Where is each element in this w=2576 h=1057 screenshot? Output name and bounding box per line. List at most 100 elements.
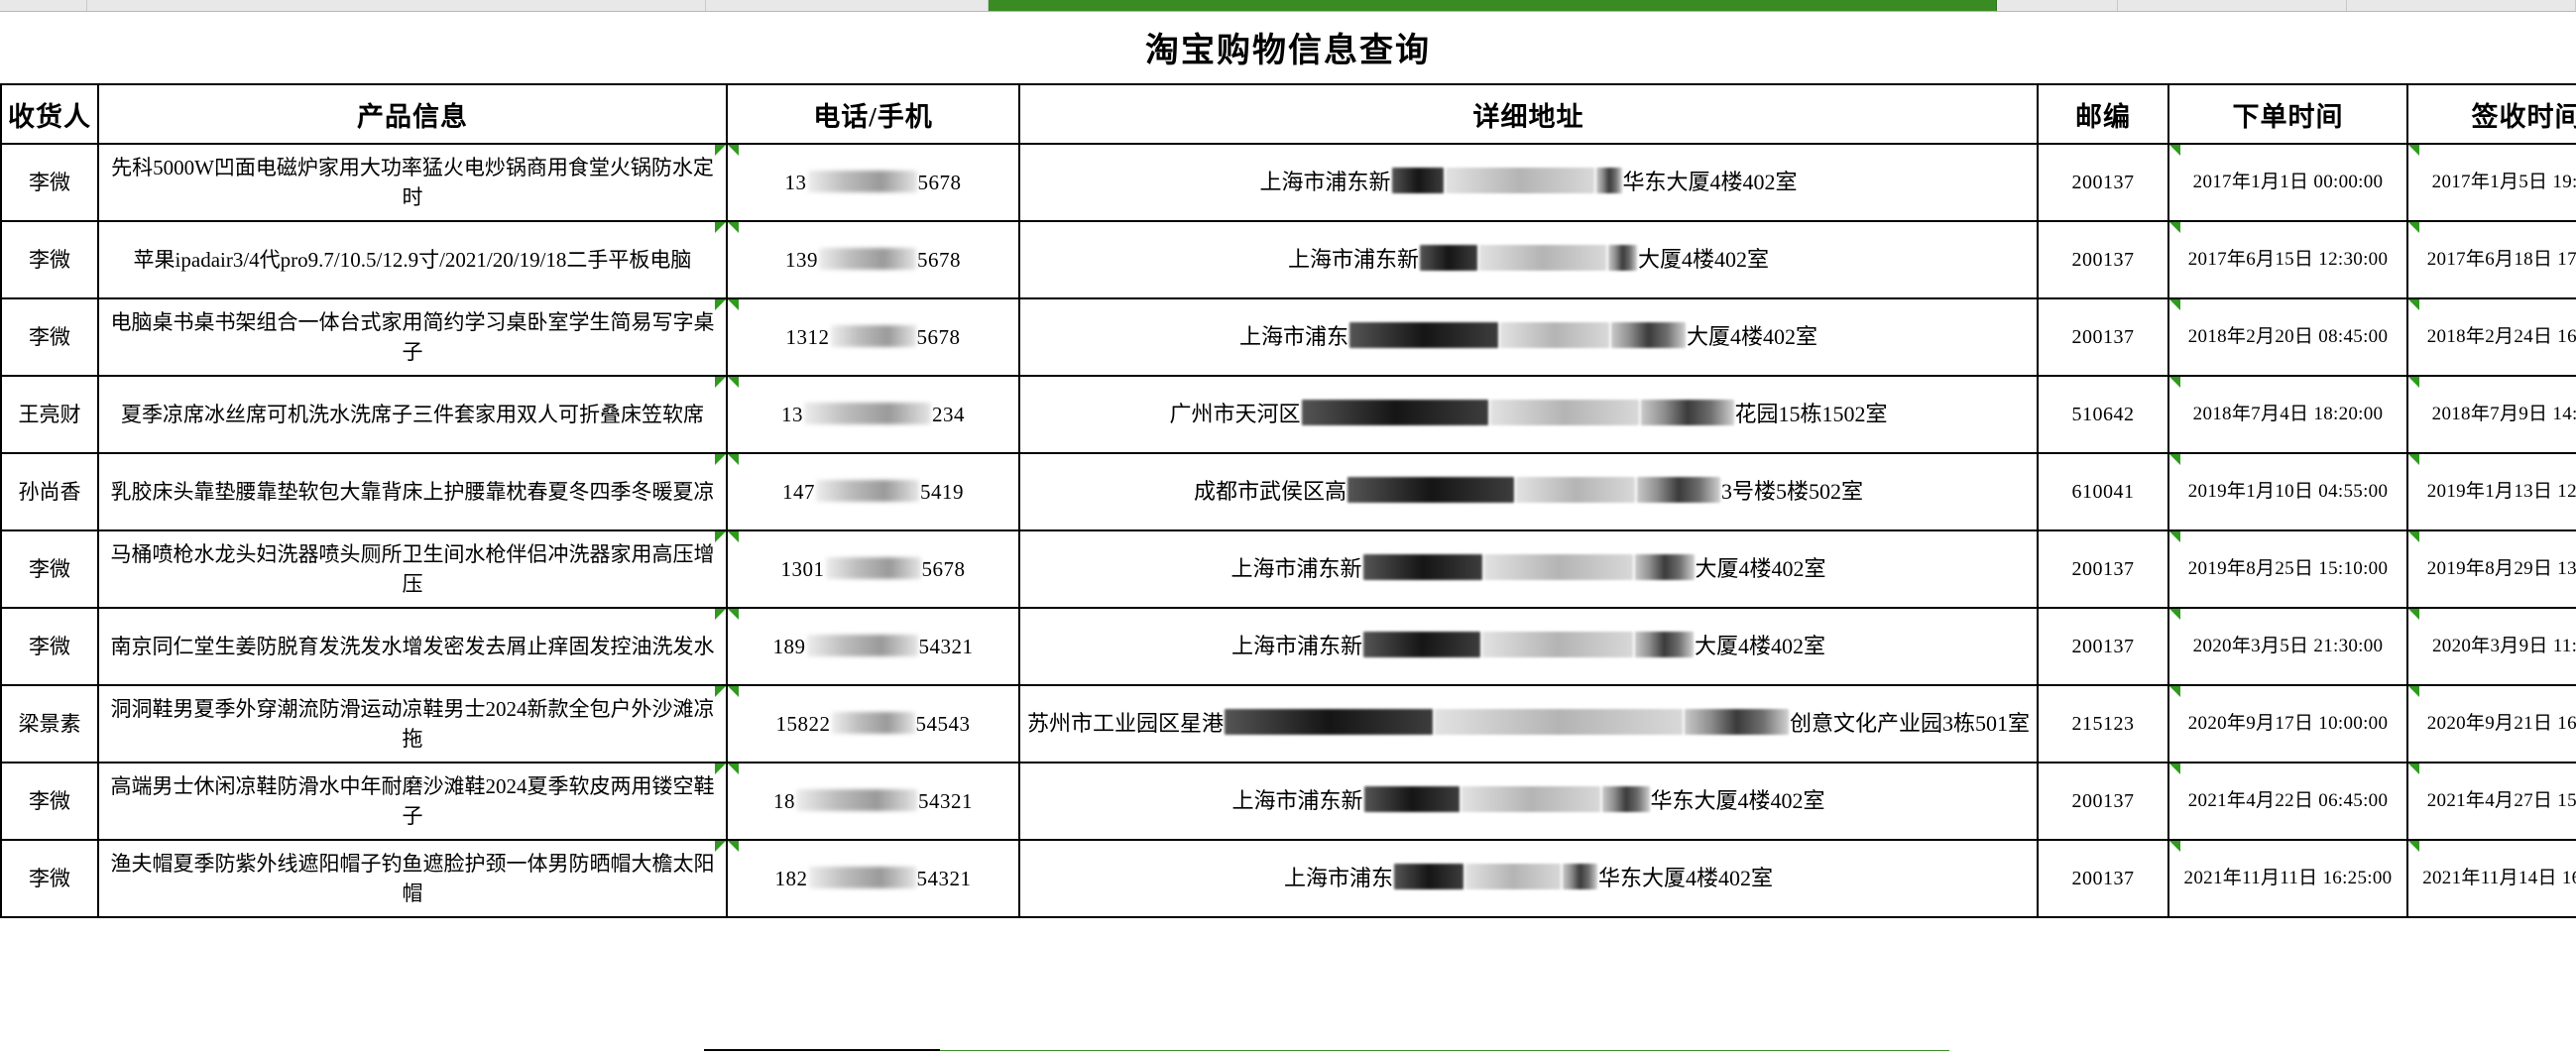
column-header-seg-1[interactable]	[87, 0, 706, 11]
cell-product-info[interactable]: 先科5000W凹面电磁炉家用大功率猛火电炒锅商用食堂火锅防水定时	[97, 143, 728, 222]
cell-product-info[interactable]: 马桶喷枪水龙头妇洗器喷头厕所卫生间水枪伴侣冲洗器家用高压增压	[97, 529, 728, 609]
cell-recipient[interactable]: 梁景素	[0, 684, 99, 763]
cell-sign-time[interactable]: 2019年1月13日 12:35:12	[2406, 452, 2576, 531]
cell-sign-time[interactable]: 2017年1月5日 19:06:01	[2406, 143, 2576, 222]
cell-postcode[interactable]: 510642	[2037, 375, 2169, 454]
cell-recipient[interactable]: 孙尚香	[0, 452, 99, 531]
cell-postcode[interactable]: 200137	[2037, 220, 2169, 299]
cell-address[interactable]: 上海市浦东新 华东大厦4楼402室	[1018, 762, 2039, 841]
column-header-seg-0[interactable]	[0, 0, 87, 11]
cell-sign-time[interactable]: 2021年4月27日 15:45:02	[2406, 762, 2576, 841]
cell-order-time[interactable]: 2021年11月11日 16:25:00	[2167, 839, 2408, 918]
cell-postcode[interactable]: 610041	[2037, 452, 2169, 531]
header-recipient[interactable]: 收货人	[0, 83, 99, 145]
cell-order-time[interactable]: 2021年4月22日 06:45:00	[2167, 762, 2408, 841]
column-header-seg-3[interactable]	[989, 0, 1997, 11]
header-product-info[interactable]: 产品信息	[97, 83, 728, 145]
cell-postcode[interactable]: 200137	[2037, 607, 2169, 686]
redaction-block	[1516, 477, 1635, 504]
cell-phone[interactable]: 1301 5678	[726, 529, 1020, 609]
cell-address[interactable]: 上海市浦东 大厦4楼402室	[1018, 297, 2039, 377]
cell-phone[interactable]: 182 54321	[726, 839, 1020, 918]
header-order-time[interactable]: 下单时间	[2167, 83, 2408, 145]
table-row[interactable]: 李微 高端男士休闲凉鞋防滑水中年耐磨沙滩鞋2024夏季软皮两用镂空鞋子 18 5432…	[0, 762, 2576, 841]
table-row[interactable]: 李微 南京同仁堂生姜防脱育发洗发水增发密发去屑止痒固发控油洗发水 189 54321 上…	[0, 607, 2576, 686]
cell-address[interactable]: 苏州市工业园区星港 创意文化产业园3栋501室	[1018, 684, 2039, 763]
table-row[interactable]: 李微 苹果ipadair3/4代pro9.7/10.5/12.9寸/2021/20…	[0, 220, 2576, 299]
column-header-seg-6[interactable]	[2347, 0, 2576, 11]
cell-phone[interactable]: 147 5419	[726, 452, 1020, 531]
cell-address[interactable]: 成都市武侯区高 3号楼5楼502室	[1018, 452, 2039, 531]
cell-order-time[interactable]: 2020年3月5日 21:30:00	[2167, 607, 2408, 686]
redaction-block	[1685, 709, 1789, 736]
cell-recipient[interactable]: 李微	[0, 143, 99, 222]
cell-sign-time[interactable]: 2017年6月18日 17:15:01	[2406, 220, 2576, 299]
comment-marker-icon	[728, 841, 739, 852]
cell-recipient[interactable]: 王亮财	[0, 375, 99, 454]
cell-order-time[interactable]: 2017年6月15日 12:30:00	[2167, 220, 2408, 299]
cell-phone[interactable]: 15822 54543	[726, 684, 1020, 763]
table-row[interactable]: 李微 渔夫帽夏季防紫外线遮阳帽子钓鱼遮脸护颈一体男防晒帽大檐太阳帽 182 54321…	[0, 839, 2576, 918]
cell-postcode[interactable]: 200137	[2037, 297, 2169, 377]
cell-product-info[interactable]: 乳胶床头靠垫腰靠垫软包大靠背床上护腰靠枕春夏冬四季冬暖夏凉	[97, 452, 728, 531]
cell-order-time[interactable]: 2018年2月20日 08:45:00	[2167, 297, 2408, 377]
cell-sign-time[interactable]: 2021年11月14日 16:22:01	[2406, 839, 2576, 918]
cell-address[interactable]: 上海市浦东新 华东大厦4楼402室	[1018, 143, 2039, 222]
cell-order-time[interactable]: 2020年9月17日 10:00:00	[2167, 684, 2408, 763]
cell-address[interactable]: 广州市天河区 花园15栋1502室	[1018, 375, 2039, 454]
redaction-block	[1349, 322, 1498, 349]
cell-sign-time[interactable]: 2018年2月24日 16:45:25	[2406, 297, 2576, 377]
cell-order-time[interactable]: 2018年7月4日 18:20:00	[2167, 375, 2408, 454]
header-address[interactable]: 详细地址	[1018, 83, 2039, 145]
cell-postcode[interactable]: 200137	[2037, 143, 2169, 222]
cell-recipient[interactable]: 李微	[0, 220, 99, 299]
cell-phone[interactable]: 13 234	[726, 375, 1020, 454]
cell-product-info[interactable]: 电脑桌书桌书架组合一体台式家用简约学习桌卧室学生简易写字桌子	[97, 297, 728, 377]
cell-address[interactable]: 上海市浦东 华东大厦4楼402室	[1018, 839, 2039, 918]
table-row[interactable]: 王亮财 夏季凉席冰丝席可机洗水洗席子三件套家用双人可折叠床笠软席 13 234 广州市天…	[0, 375, 2576, 454]
cell-postcode[interactable]: 215123	[2037, 684, 2169, 763]
cell-recipient[interactable]: 李微	[0, 297, 99, 377]
table-row[interactable]: 李微 电脑桌书桌书架组合一体台式家用简约学习桌卧室学生简易写字桌子 1312 5678…	[0, 297, 2576, 377]
header-postcode[interactable]: 邮编	[2037, 83, 2169, 145]
column-header-seg-2[interactable]	[706, 0, 989, 11]
table-row[interactable]: 李微 马桶喷枪水龙头妇洗器喷头厕所卫生间水枪伴侣冲洗器家用高压增压 1301 5678…	[0, 529, 2576, 609]
cell-product-info[interactable]: 南京同仁堂生姜防脱育发洗发水增发密发去屑止痒固发控油洗发水	[97, 607, 728, 686]
cell-product-info[interactable]: 高端男士休闲凉鞋防滑水中年耐磨沙滩鞋2024夏季软皮两用镂空鞋子	[97, 762, 728, 841]
cell-sign-time[interactable]: 2019年8月29日 13:10:16	[2406, 529, 2576, 609]
cell-recipient[interactable]: 李微	[0, 839, 99, 918]
cell-recipient[interactable]: 李微	[0, 529, 99, 609]
cell-product-info[interactable]: 夏季凉席冰丝席可机洗水洗席子三件套家用双人可折叠床笠软席	[97, 375, 728, 454]
cell-order-time[interactable]: 2019年1月10日 04:55:00	[2167, 452, 2408, 531]
table-row[interactable]: 孙尚香 乳胶床头靠垫腰靠垫软包大靠背床上护腰靠枕春夏冬四季冬暖夏凉 147 5419 成…	[0, 452, 2576, 531]
column-header-seg-5[interactable]	[2118, 0, 2347, 11]
cell-sign-time[interactable]: 2020年3月9日 11:30:12	[2406, 607, 2576, 686]
cell-recipient[interactable]: 李微	[0, 607, 99, 686]
table-header: 收货人 产品信息 电话/手机 详细地址 邮编 下单时间 签收时间	[0, 83, 2576, 145]
cell-recipient[interactable]: 李微	[0, 762, 99, 841]
cell-sign-time[interactable]: 2018年7月9日 14:20:24	[2406, 375, 2576, 454]
cell-phone[interactable]: 18 54321	[726, 762, 1020, 841]
cell-address[interactable]: 上海市浦东新 大厦4楼402室	[1018, 607, 2039, 686]
cell-postcode[interactable]: 200137	[2037, 762, 2169, 841]
cell-postcode[interactable]: 200137	[2037, 839, 2169, 918]
cell-address[interactable]: 上海市浦东新 大厦4楼402室	[1018, 220, 2039, 299]
header-sign-time[interactable]: 签收时间	[2406, 83, 2576, 145]
cell-address[interactable]: 上海市浦东新 大厦4楼402室	[1018, 529, 2039, 609]
cell-postcode[interactable]: 200137	[2037, 529, 2169, 609]
comment-marker-icon	[728, 609, 739, 620]
cell-phone[interactable]: 1312 5678	[726, 297, 1020, 377]
header-phone[interactable]: 电话/手机	[726, 83, 1020, 145]
cell-product-info[interactable]: 苹果ipadair3/4代pro9.7/10.5/12.9寸/2021/20/1…	[97, 220, 728, 299]
column-header-seg-4[interactable]	[1997, 0, 2118, 11]
table-row[interactable]: 梁景素 洞洞鞋男夏季外穿潮流防滑运动凉鞋男士2024新款全包户外沙滩凉拖 15822…	[0, 684, 2576, 763]
table-row[interactable]: 李微 先科5000W凹面电磁炉家用大功率猛火电炒锅商用食堂火锅防水定时 13 5678…	[0, 143, 2576, 222]
cell-phone[interactable]: 189 54321	[726, 607, 1020, 686]
cell-order-time[interactable]: 2017年1月1日 00:00:00	[2167, 143, 2408, 222]
cell-order-time[interactable]: 2019年8月25日 15:10:00	[2167, 529, 2408, 609]
cell-product-info[interactable]: 洞洞鞋男夏季外穿潮流防滑运动凉鞋男士2024新款全包户外沙滩凉拖	[97, 684, 728, 763]
cell-sign-time[interactable]: 2020年9月21日 16:05:01	[2406, 684, 2576, 763]
cell-product-info[interactable]: 渔夫帽夏季防紫外线遮阳帽子钓鱼遮脸护颈一体男防晒帽大檐太阳帽	[97, 839, 728, 918]
cell-phone[interactable]: 13 5678	[726, 143, 1020, 222]
cell-phone[interactable]: 139 5678	[726, 220, 1020, 299]
